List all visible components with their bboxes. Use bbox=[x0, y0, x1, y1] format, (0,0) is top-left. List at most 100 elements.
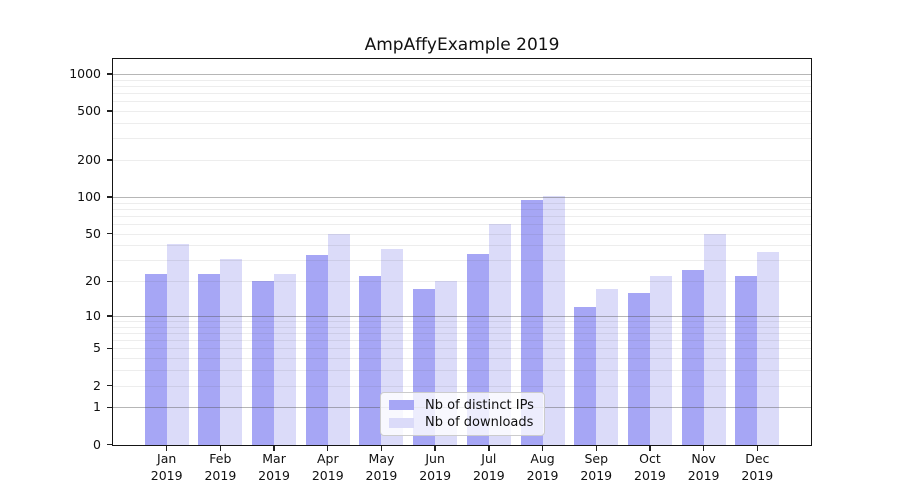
chart-title: AmpAffyExample 2019 bbox=[364, 35, 560, 55]
bar-downloads-oct bbox=[649, 276, 672, 445]
x-tick-label-dec: Dec 2019 bbox=[741, 451, 774, 483]
gridline-minor bbox=[113, 358, 811, 360]
gridline-minor bbox=[113, 348, 811, 350]
y-tick-mark bbox=[107, 406, 113, 408]
x-tick-label-sep: Sep 2019 bbox=[580, 451, 613, 483]
legend-swatch-distinct-ips bbox=[389, 399, 414, 411]
x-tick-mark bbox=[649, 446, 651, 451]
gridline-minor bbox=[113, 385, 811, 387]
plot-area bbox=[113, 59, 811, 445]
bar-distinct-ips-dec bbox=[735, 276, 758, 445]
x-tick-label-jan: Jan 2019 bbox=[150, 451, 183, 483]
gridline-minor bbox=[113, 160, 811, 162]
y-tick-mark bbox=[107, 443, 113, 446]
bar-distinct-ips-oct bbox=[627, 292, 650, 445]
gridline-minor bbox=[113, 138, 811, 140]
x-tick-mark bbox=[273, 446, 275, 451]
legend-item: Nb of distinct IPs bbox=[389, 397, 536, 414]
y-tick-mark bbox=[107, 347, 113, 350]
x-tick-mark bbox=[595, 446, 597, 451]
gridline-minor bbox=[113, 340, 811, 342]
y-tick-mark bbox=[107, 196, 113, 198]
x-tick-label-oct: Oct 2019 bbox=[634, 451, 666, 483]
x-tick-mark bbox=[488, 446, 490, 451]
x-tick-mark bbox=[541, 446, 544, 451]
legend: Nb of distinct IPs Nb of downloads bbox=[380, 392, 545, 436]
bar-downloads-nov bbox=[703, 233, 726, 445]
gridline-minor bbox=[113, 233, 811, 235]
legend-label: Nb of distinct IPs bbox=[425, 397, 534, 413]
bar-distinct-ips-mar bbox=[252, 281, 275, 445]
x-tick-label-aug: Aug 2019 bbox=[526, 451, 559, 483]
y-tick-label: 500 bbox=[77, 103, 101, 119]
bar-distinct-ips-aug bbox=[520, 200, 543, 445]
bar-distinct-ips-jan bbox=[144, 274, 167, 445]
x-tick-label-feb: Feb 2019 bbox=[204, 451, 237, 483]
gridline-minor bbox=[113, 85, 811, 87]
gridline-major bbox=[113, 73, 811, 75]
gridline-minor bbox=[113, 321, 811, 322]
bar-distinct-ips-nov bbox=[681, 269, 704, 445]
gridline-minor bbox=[113, 332, 811, 334]
y-tick-mark bbox=[107, 110, 113, 112]
gridline-minor bbox=[113, 111, 811, 113]
x-tick-label-mar: Mar 2019 bbox=[258, 451, 290, 483]
bar-downloads-feb bbox=[220, 258, 243, 445]
x-tick-mark bbox=[327, 446, 329, 451]
x-tick-label-may: May 2019 bbox=[365, 451, 398, 483]
y-tick-label: 5 bbox=[93, 340, 101, 356]
y-tick-label: 50 bbox=[85, 225, 101, 241]
gridline-minor bbox=[113, 101, 811, 103]
x-tick-label-nov: Nov 2019 bbox=[687, 451, 720, 483]
gridline-minor bbox=[113, 208, 811, 210]
bar-downloads-mar bbox=[274, 274, 297, 445]
bar-downloads-apr bbox=[327, 233, 350, 445]
gridline-minor bbox=[113, 215, 811, 217]
gridline-minor bbox=[113, 123, 811, 124]
y-tick-label: 0 bbox=[93, 436, 101, 452]
bar-downloads-dec bbox=[757, 252, 780, 445]
gridline-major bbox=[113, 196, 811, 198]
y-tick-label: 100 bbox=[77, 188, 101, 204]
gridline-minor bbox=[113, 260, 811, 262]
y-tick-mark bbox=[107, 280, 113, 282]
x-tick-mark bbox=[219, 446, 222, 451]
gridline-minor bbox=[113, 93, 811, 95]
bar-distinct-ips-may bbox=[359, 276, 382, 445]
bar-distinct-ips-feb bbox=[198, 274, 221, 445]
gridline-minor bbox=[113, 281, 811, 283]
x-tick-mark bbox=[756, 446, 758, 451]
gridline-minor bbox=[113, 370, 811, 372]
gridline-minor bbox=[113, 224, 811, 225]
y-tick-label: 200 bbox=[77, 152, 101, 168]
bar-downloads-jul bbox=[488, 224, 511, 445]
bar-distinct-ips-apr bbox=[305, 255, 328, 445]
x-tick-label-apr: Apr 2019 bbox=[311, 451, 344, 483]
y-tick-mark bbox=[107, 159, 113, 161]
y-tick-label: 2 bbox=[93, 377, 101, 393]
legend-swatch-downloads bbox=[389, 417, 414, 429]
legend-item: Nb of downloads bbox=[389, 414, 536, 431]
bar-downloads-aug bbox=[542, 195, 565, 445]
legend-label: Nb of downloads bbox=[425, 415, 534, 431]
x-tick-mark bbox=[165, 446, 168, 451]
y-tick-label: 1000 bbox=[69, 65, 101, 81]
gridline-major bbox=[113, 315, 811, 317]
x-tick-mark bbox=[702, 446, 705, 451]
x-tick-mark bbox=[380, 446, 383, 451]
y-tick-label: 10 bbox=[85, 307, 101, 323]
y-tick-mark bbox=[107, 73, 113, 75]
y-tick-mark bbox=[107, 384, 113, 387]
x-tick-label-jul: Jul 2019 bbox=[472, 451, 505, 483]
bar-distinct-ips-sep bbox=[574, 306, 597, 445]
x-tick-mark bbox=[434, 446, 436, 451]
gridline-minor bbox=[113, 245, 811, 247]
y-tick-label: 20 bbox=[85, 273, 101, 289]
gridline-minor bbox=[113, 79, 811, 81]
gridline-minor bbox=[113, 202, 811, 204]
gridline-minor bbox=[113, 326, 811, 328]
bar-downloads-jan bbox=[166, 244, 189, 445]
y-tick-label: 1 bbox=[93, 399, 101, 415]
x-tick-label-jun: Jun 2019 bbox=[419, 451, 452, 483]
